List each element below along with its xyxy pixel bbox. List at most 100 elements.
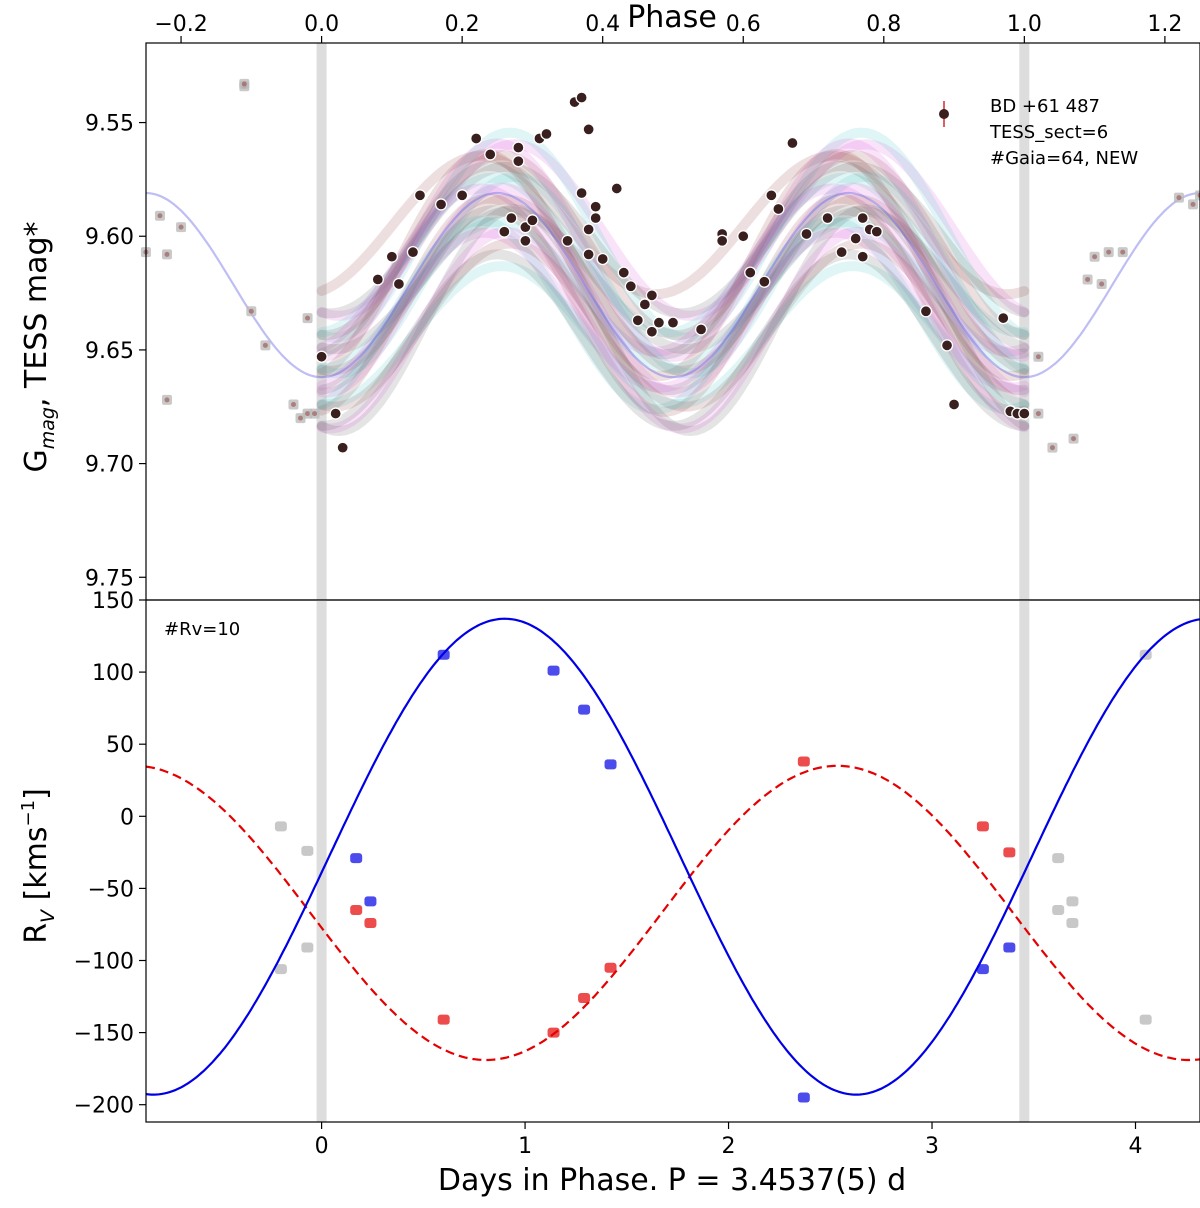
wrapped-gaia-point-center (1176, 195, 1182, 201)
primary-rv-point (1003, 942, 1016, 953)
gaia-points (140, 78, 1200, 454)
rv-tick-label: 150 (92, 589, 134, 614)
tess-ensemble-curve (316, 205, 1030, 396)
mag-tick-label: 9.75 (85, 566, 134, 591)
rv-tick-label: −200 (74, 1094, 134, 1119)
rv-xlabel: Days in Phase. P = 3.4537(5) d (438, 1163, 906, 1198)
wrapped-gaia-point-center (178, 224, 184, 230)
gaia-point (455, 189, 469, 202)
phase-tick-label: −0.2 (154, 12, 207, 37)
secondary-rv-point (350, 905, 363, 916)
wrapped-rv-point (1052, 905, 1065, 916)
wrapped-gaia-point-center (1092, 254, 1098, 260)
tess-ensemble-curve (316, 204, 1030, 437)
wrapped-gaia-point-center (305, 315, 311, 321)
secondary-rv-point (364, 918, 377, 929)
tess-ensemble-curve (316, 183, 1030, 357)
secondary-rv-point (547, 1027, 560, 1038)
light-curve-ylabel: Gmag, TESS mag* (19, 221, 59, 472)
legend-line-1: BD +61 487 (990, 96, 1100, 117)
wrapped-gaia-point-center (1035, 411, 1041, 417)
tess-ensemble-curve (316, 194, 1030, 376)
gaia-point (406, 246, 420, 259)
phase-tick-label: 0.2 (445, 12, 480, 37)
rv-ylabel-unit-sup: −1 (18, 800, 39, 827)
wrapped-gaia-point (1195, 190, 1200, 201)
tess-ensemble-curve (316, 206, 1030, 355)
tess-ensemble-curve (316, 139, 1030, 321)
gaia-point (765, 189, 778, 202)
legend: BD +61 487 TESS_sect=6 #Gaia=64, NEW (939, 96, 1138, 169)
rv-tick-label: −50 (88, 877, 134, 902)
wrapped-rv-point (1052, 853, 1065, 864)
wrapped-gaia-point-center (1035, 354, 1041, 360)
top-axis-title: Phase (627, 0, 717, 35)
phase-tick-label: 1.2 (1147, 12, 1182, 37)
gaia-point (582, 123, 595, 136)
wrapped-gaia-point-center (157, 213, 163, 219)
tess-ensemble-curve (316, 149, 1030, 382)
wrapped-rv-point (301, 942, 314, 953)
day-tick-label: 0 (315, 1134, 329, 1159)
ylabel-g: G (19, 449, 54, 472)
wrapped-rv-point (1066, 918, 1079, 929)
light-curve-model (145, 191, 1200, 379)
gaia-point (821, 211, 834, 225)
rv-ylabel-main: R (19, 923, 54, 944)
wrapped-gaia-point-center (1099, 281, 1105, 287)
secondary-rv-point (976, 821, 989, 832)
tess-ensemble-curve (316, 193, 1030, 417)
legend-line-2: TESS_sect=6 (989, 122, 1108, 143)
wrapped-gaia-point-center (1071, 436, 1077, 442)
gaia-point (561, 234, 574, 247)
wrapped-gaia-point-center (298, 415, 304, 421)
wrapped-gaia-point-center (262, 342, 268, 348)
gaia-point (589, 211, 602, 225)
ylabel-g-rest: , TESS mag* (19, 221, 54, 407)
wrapped-rv-point (274, 964, 287, 975)
wrapped-gaia-point-center (164, 251, 170, 257)
wrapped-gaia-point-center (241, 81, 247, 87)
rv-ylabel-unit-close: ] (19, 788, 54, 800)
gaia-point (540, 127, 553, 141)
tess-ensemble-curve (316, 238, 1030, 412)
wrapped-gaia-point-center (1106, 249, 1112, 255)
phase-tick-label: 0.8 (866, 12, 901, 37)
wrapped-gaia-point-center (1120, 249, 1126, 255)
phase-one-band (1019, 43, 1030, 600)
gaia-point (582, 248, 595, 261)
rv-secondary-curve (145, 764, 1200, 1062)
secondary-rv-point (797, 756, 810, 767)
gaia-point (582, 223, 595, 236)
rv-tick-label: 50 (106, 733, 134, 758)
gaia-point (512, 155, 525, 168)
wrapped-rv-point (1139, 1014, 1152, 1025)
phase-tick-label: 0.6 (726, 12, 761, 37)
wrapped-gaia-point-center (1049, 445, 1055, 451)
gaia-point (610, 182, 623, 195)
phase-tick-label: 0.4 (585, 12, 620, 37)
tess-ensemble-curve (316, 182, 1030, 398)
day-tick-label: 4 (1128, 1134, 1142, 1159)
gaia-point (596, 252, 609, 266)
secondary-rv-point (578, 992, 591, 1003)
gaia-point (997, 311, 1010, 325)
day-tick-label: 2 (722, 1134, 736, 1159)
gaia-point (589, 200, 602, 213)
wrapped-gaia-point-center (305, 411, 311, 417)
rv-tick-label: −100 (74, 949, 134, 974)
tess-ensemble-curve (316, 249, 1030, 431)
primary-rv-point (350, 853, 363, 864)
wrapped-gaia-point-center (1190, 201, 1196, 207)
gaia-point (947, 398, 961, 411)
gaia-point (519, 234, 532, 247)
gaia-point (652, 316, 666, 329)
rv-ticks: 0 1 2 3 4 150 100 50 0 −50 −100 −150 −200 (74, 589, 1143, 1159)
gaia-point (694, 323, 708, 336)
gaia-point (336, 441, 349, 454)
gaia-point (575, 91, 588, 104)
gaia-point (512, 141, 525, 154)
gaia-point (666, 316, 680, 329)
gaia-point (413, 189, 427, 202)
